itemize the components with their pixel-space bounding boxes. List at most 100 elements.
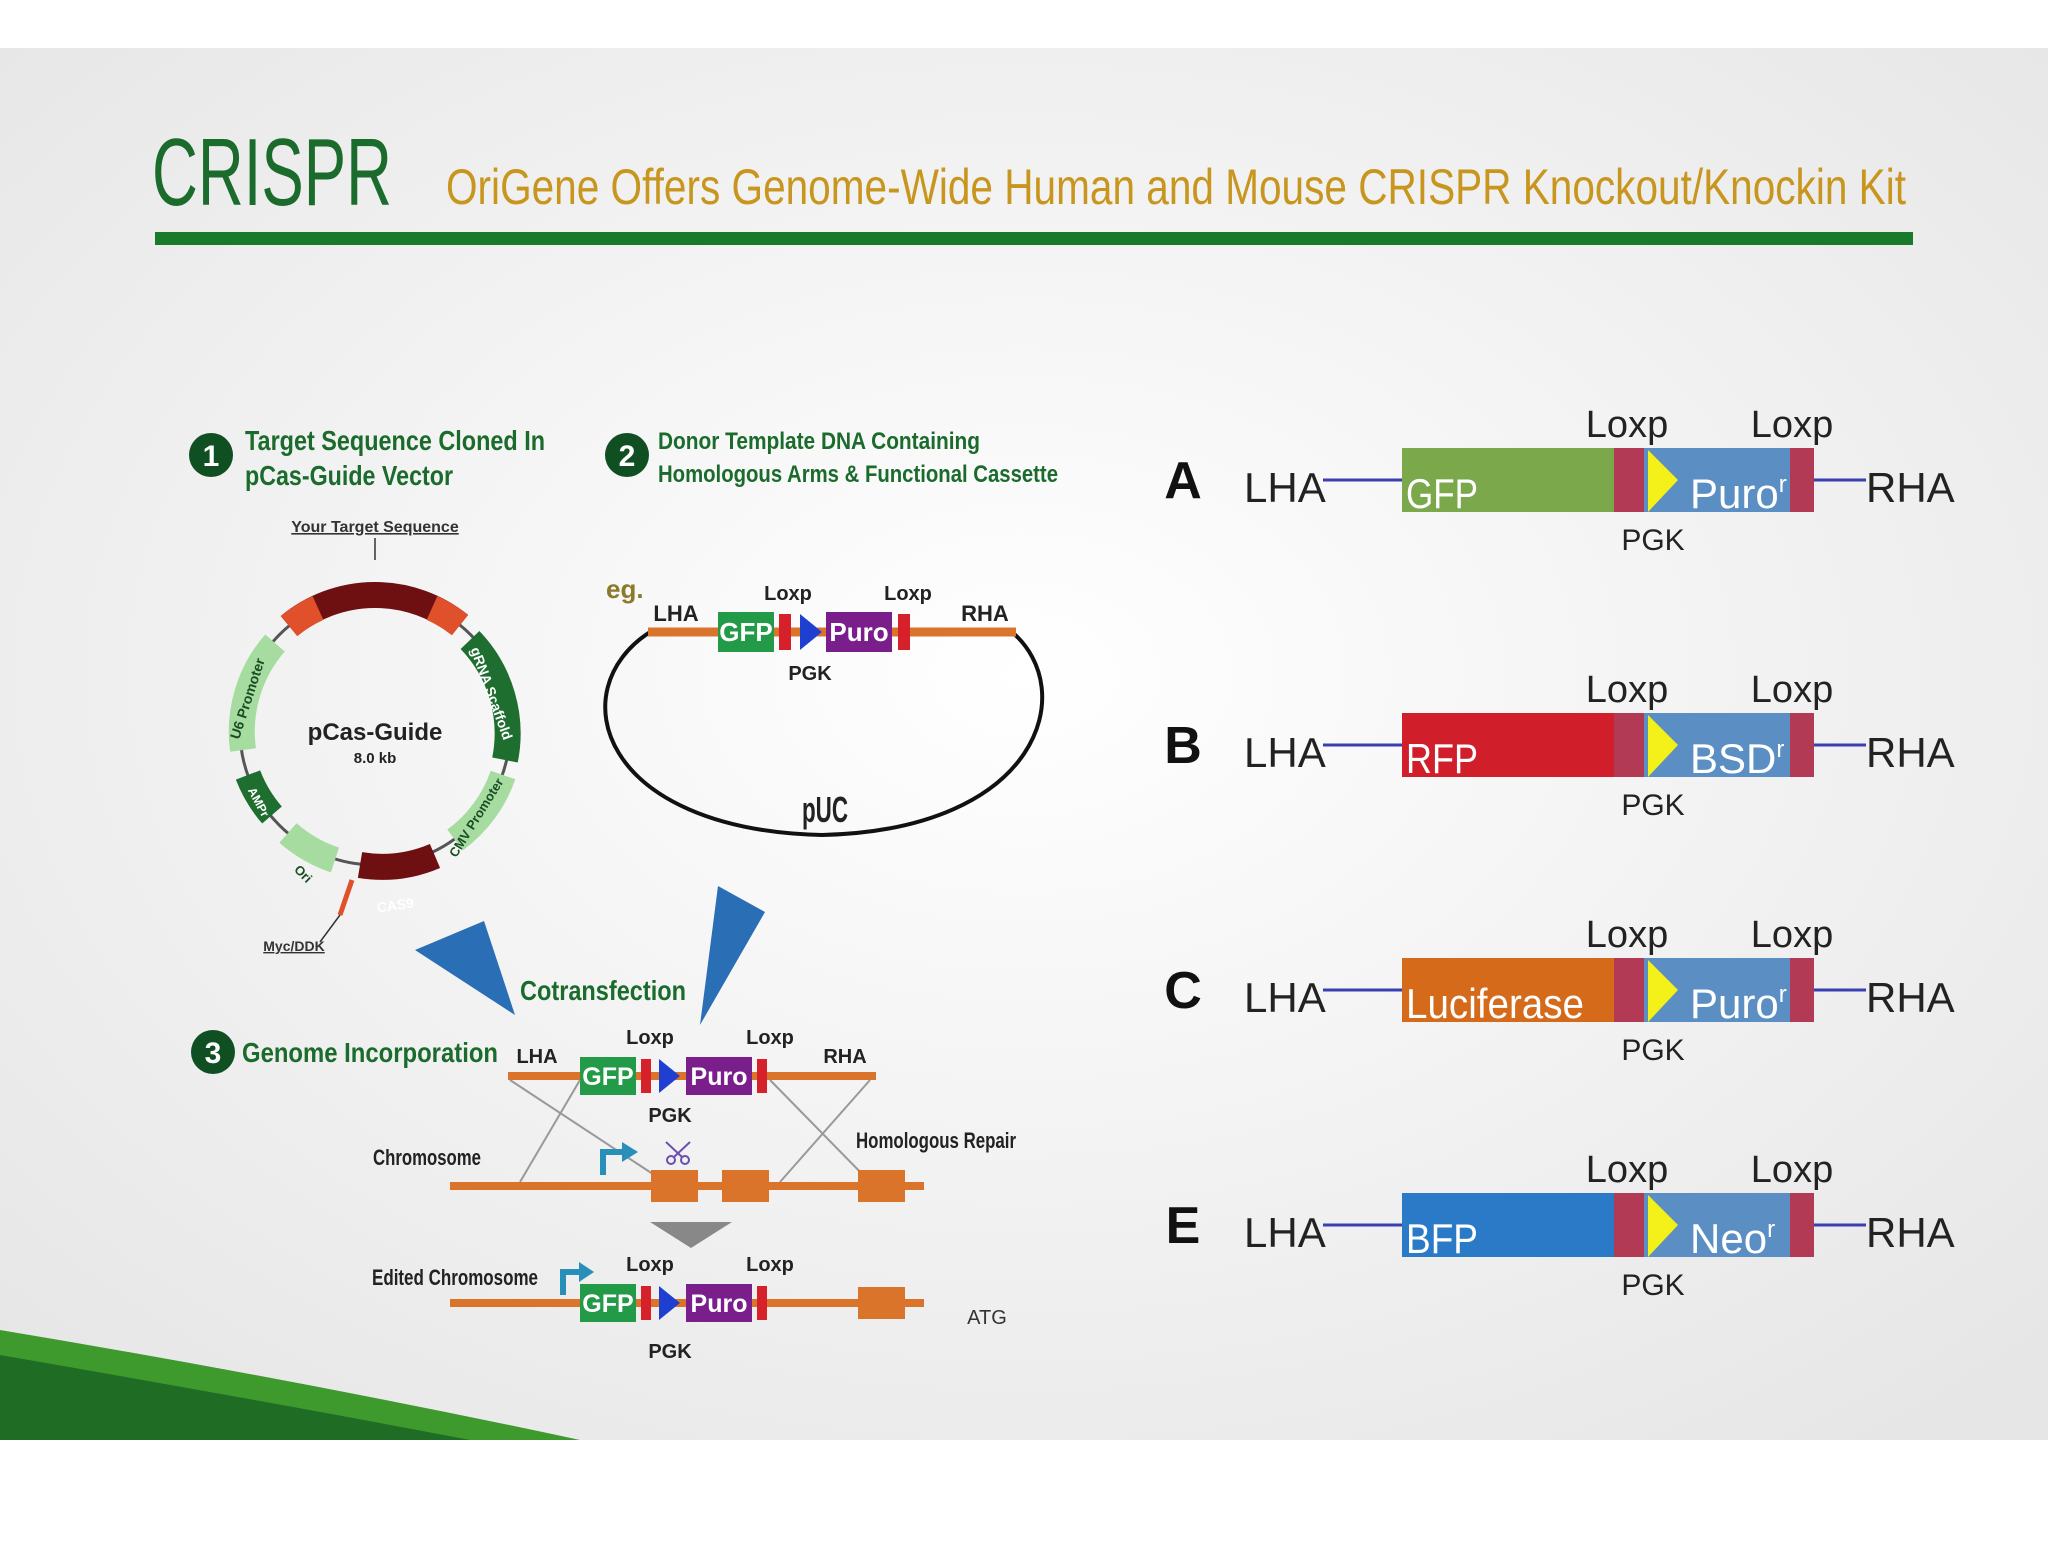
cassette-b-marker-box [1402, 713, 1614, 777]
chromosome-exon [722, 1170, 769, 1202]
cassette-a-marker-box [1402, 448, 1614, 512]
cassette-e-letter: E [1166, 1197, 1201, 1255]
edited-promoter-bent-arrow [560, 1269, 582, 1295]
cassette-e-rha-label: RHA [1866, 1209, 1955, 1256]
plasmid-size: 8.0 kb [354, 750, 397, 767]
cassette-c-lha-label: LHA [1244, 974, 1326, 1021]
cassette-e-resistance-label: Neor [1690, 1215, 1775, 1262]
u6-promoter-arc [228, 634, 286, 752]
scissors-icon [665, 1141, 691, 1165]
cassette-a-letter: A [1164, 452, 1202, 510]
eg-label: eg. [606, 574, 644, 604]
ampr-arc [235, 769, 283, 824]
step1-title-line2: pCas-Guide Vector [245, 460, 453, 491]
cassette-b-marker-label: RFP [1406, 735, 1478, 782]
cassette-e-lha-label: LHA [1244, 1209, 1326, 1256]
donor-loxp2-label: Loxp [884, 583, 932, 605]
step1-title-line1: Target Sequence Cloned In [245, 425, 545, 456]
cassette-e-marker-label: BFP [1406, 1215, 1478, 1262]
insert-pgk-arrow [659, 1059, 680, 1093]
step3-number-badge [191, 1030, 235, 1074]
cassette-a-loxp2-box [1790, 448, 1814, 512]
donor-pgk-arrow [800, 614, 822, 650]
edited-pgk-label: PGK [648, 1341, 692, 1363]
edited-loxp1-label: Loxp [626, 1254, 674, 1276]
ori-arc [279, 823, 340, 873]
cassette-c-letter: C [1164, 962, 1202, 1020]
insert-loxp2-label: Loxp [746, 1027, 794, 1049]
donor-loxp1-label: Loxp [764, 583, 812, 605]
promoter-bent-arrow [600, 1149, 625, 1175]
donor-puro-label: Puro [829, 617, 888, 647]
donor-loxp2 [898, 614, 910, 650]
donor-rha-label: RHA [961, 601, 1009, 626]
chromosome-exon [651, 1170, 698, 1202]
atg-label: ATG [967, 1307, 1007, 1329]
puc-backbone [603, 630, 1045, 838]
cassette-e-marker-box [1402, 1193, 1614, 1257]
cas9-arc [357, 843, 441, 880]
step2-title-line1: Donor Template DNA Containing [658, 428, 980, 455]
insert-loxp1-label: Loxp [626, 1027, 674, 1049]
step2-number-badge [605, 433, 649, 477]
process-down-arrow [650, 1222, 732, 1248]
chromosome-exon [858, 1170, 905, 1202]
edited-exon [858, 1287, 905, 1319]
step3-heading: 3 Genome Incorporation [191, 1030, 498, 1074]
cassette-c-marker-box [1402, 958, 1614, 1022]
cassette-e-loxp1-label: Loxp [1586, 1149, 1668, 1191]
step2-title-line2: Homologous Arms & Functional Cassette [658, 461, 1058, 488]
insert-loxp1 [641, 1059, 651, 1093]
cassette-a-loxp2-label: Loxp [1751, 404, 1833, 446]
header-rule [155, 232, 1913, 245]
cassette-a-lha-label: LHA [1244, 464, 1326, 511]
cassette-c-marker-label: Luciferase [1406, 980, 1584, 1027]
cassette-b-lha-label: LHA [1244, 729, 1326, 776]
cmv-promoter-arc [447, 770, 516, 851]
cassette-c-resistance-label: Puror [1690, 980, 1787, 1027]
cassette-b-loxp1-label: Loxp [1586, 669, 1668, 711]
insert-gfp-box [580, 1057, 636, 1095]
cassette-a-pgk-arrow [1648, 450, 1678, 512]
step2-heading: 2 Donor Template DNA Containing Homologo… [605, 428, 1058, 488]
cassette-b-loxp2-label: Loxp [1751, 669, 1833, 711]
insert-gfp-label: GFP [582, 1063, 633, 1091]
crossover-line [779, 1079, 871, 1183]
donor-gfp-label: GFP [719, 617, 772, 647]
homologous-repair-label: Homologous Repair [856, 1128, 1016, 1153]
puc-label: pUC [802, 789, 848, 830]
edited-promoter-arrowhead [579, 1262, 594, 1282]
step3-number: 3 [205, 1037, 222, 1070]
cassette-b-letter: B [1164, 717, 1202, 775]
cassette-a-rha-label: RHA [1866, 464, 1955, 511]
donor-puro-box [826, 612, 892, 652]
cas9-label: CAS9 [376, 894, 415, 915]
cassette-c-pgk-label: PGK [1621, 1034, 1684, 1067]
insert-loxp2 [757, 1059, 767, 1093]
cassette-a-resistance-label: Puror [1690, 470, 1787, 517]
step1-number-badge [189, 433, 233, 477]
edited-chromosome-label: Edited Chromosome [372, 1265, 538, 1290]
page-subtitle: OriGene Offers Genome-Wide Human and Mou… [446, 159, 1906, 215]
cassette-a-marker-label: GFP [1406, 470, 1478, 517]
crossover-line [769, 1079, 871, 1183]
cassette-a-loxp1-box [1614, 448, 1644, 512]
cassette-e-pgk-label: PGK [1621, 1269, 1684, 1302]
cotransfection-arrow-right [700, 886, 765, 1025]
cassette-c-loxp2-box [1790, 958, 1814, 1022]
cassette-e-loxp2-box [1790, 1193, 1814, 1257]
step3-title: Genome Incorporation [242, 1037, 498, 1068]
myc-pointer [319, 914, 341, 943]
cotransfection-arrow-left [415, 921, 515, 1015]
cassette-c-loxp1-label: Loxp [1586, 914, 1668, 956]
cassette-e-loxp2-label: Loxp [1751, 1149, 1833, 1191]
step1-number: 1 [203, 440, 220, 473]
insert-rha-label: RHA [823, 1046, 866, 1068]
edited-gfp-box [580, 1284, 636, 1322]
edited-pgk-arrow [659, 1286, 680, 1320]
step2-number: 2 [619, 440, 636, 473]
cassette-a-loxp1-label: Loxp [1586, 404, 1668, 446]
cassette-b-pgk-arrow [1648, 715, 1678, 777]
cassette-e-pgk-arrow [1648, 1195, 1678, 1257]
